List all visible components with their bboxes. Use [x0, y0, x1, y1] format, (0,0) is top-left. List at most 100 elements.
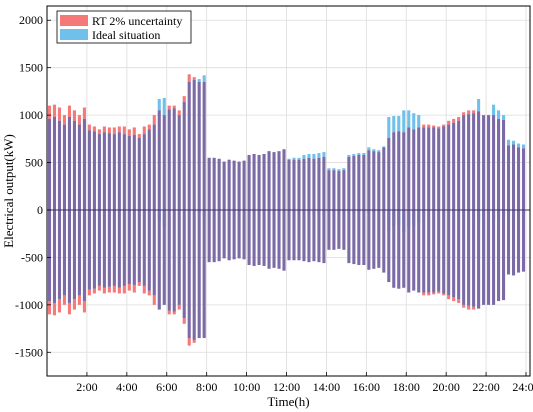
- bar-rt-uncertainty-pos: [147, 124, 151, 130]
- plot-frame: [46, 5, 531, 377]
- y-tick-label: -1500: [15, 345, 43, 359]
- bar-rt-uncertainty-neg: [167, 310, 171, 315]
- bar-ideal-situation-pos: [347, 154, 351, 157]
- y-tick-label: 1000: [19, 108, 43, 122]
- x-tick-label: 16:00: [353, 380, 380, 394]
- bar-ideal-situation-pos: [322, 152, 326, 157]
- bar-rt-uncertainty-pos: [72, 110, 76, 121]
- bar-rt-uncertainty-pos: [77, 115, 81, 125]
- bar-rt-uncertainty-neg: [172, 311, 176, 315]
- bar-rt-uncertainty-neg: [137, 282, 141, 286]
- bar-rt-uncertainty-neg: [192, 339, 196, 343]
- bar-rt-uncertainty-pos: [57, 107, 62, 121]
- y-tick-label: 2000: [19, 13, 43, 27]
- bar-rt-uncertainty-neg: [57, 299, 62, 313]
- bar-rt-uncertainty-pos: [102, 126, 106, 133]
- bar-rt-uncertainty-neg: [142, 285, 146, 294]
- y-tick-labels: 2000 1500 1000 500 0 -500 -1000 -1500: [15, 13, 43, 359]
- y-axis-title: Electrical output(kW): [1, 134, 16, 248]
- bar-rt-uncertainty-pos: [442, 124, 446, 127]
- bar-rt-uncertainty-pos: [137, 134, 141, 138]
- bar-ideal-situation-pos: [377, 150, 381, 153]
- bar-ideal-situation-pos: [382, 146, 386, 148]
- legend-swatch-ideal-situation: [60, 29, 88, 40]
- bar-ideal-situation-pos: [372, 149, 376, 152]
- bar-ideal-situation-pos: [516, 143, 521, 148]
- bar-rt-uncertainty-neg: [112, 285, 116, 293]
- bar-rt-uncertainty-neg: [432, 292, 436, 295]
- bar-ideal-situation-pos: [402, 110, 406, 133]
- bar-rt-uncertainty-pos: [192, 77, 196, 80]
- bar-ideal-situation-pos: [162, 98, 166, 116]
- bar-rt-uncertainty-neg: [87, 289, 91, 296]
- bar-rt-uncertainty-neg: [467, 305, 471, 310]
- bar-rt-uncertainty-neg: [67, 302, 72, 315]
- bar-rt-uncertainty-neg: [462, 304, 466, 308]
- bar-ideal-situation-pos: [202, 75, 206, 82]
- bar-rt-uncertainty-pos: [152, 115, 156, 125]
- bar-rt-uncertainty-neg: [177, 304, 181, 310]
- legend: RT 2% uncertainty Ideal situation: [56, 10, 192, 44]
- bar-rt-uncertainty-pos: [437, 126, 441, 129]
- bar-ideal-situation-pos: [521, 144, 526, 149]
- x-tick-labels: 2:00 4:00 6:00 8:00 10:00 12:00 14:00 16:00 18:0…: [76, 380, 533, 394]
- bar-ideal-situation-pos: [317, 153, 321, 158]
- bar-ideal-situation-pos: [497, 110, 501, 119]
- bar-rt-uncertainty-pos: [122, 126, 126, 135]
- bar-rt-uncertainty-neg: [422, 292, 426, 296]
- bar-rt-uncertainty-pos: [447, 120, 451, 125]
- bar-rt-uncertainty-pos: [172, 105, 176, 109]
- y-tick-label: -1000: [15, 298, 43, 312]
- bar-ideal-situation-pos: [292, 157, 296, 160]
- bar-rt-uncertainty-pos: [472, 110, 476, 114]
- bar-rt-uncertainty-neg: [107, 286, 111, 293]
- x-tick-label: 8:00: [196, 380, 217, 394]
- x-tick-label: 22:00: [472, 380, 499, 394]
- bar-rt-uncertainty-pos: [47, 105, 52, 119]
- bar-rt-uncertainty-neg: [427, 292, 431, 296]
- bar-rt-uncertainty-pos: [452, 118, 456, 123]
- bar-rt-uncertainty-neg: [152, 295, 156, 305]
- bar-ideal-situation-pos: [312, 154, 316, 159]
- bar-rt-uncertainty-neg: [102, 287, 106, 294]
- x-tick-label: 18:00: [393, 380, 420, 394]
- bar-ideal-situation-pos: [157, 98, 161, 111]
- y-tick-label: 0: [37, 203, 43, 217]
- bar-rt-uncertainty-pos: [132, 127, 136, 136]
- bar-rt-uncertainty-neg: [447, 295, 451, 300]
- bar-rt-uncertainty-neg: [452, 297, 456, 302]
- bar-ideal-situation-pos: [417, 115, 421, 128]
- x-tick-label: 10:00: [233, 380, 260, 394]
- bar-rt-uncertainty-pos: [127, 129, 131, 136]
- y-tick-label: 500: [25, 156, 43, 170]
- bar-ideal-situation-pos: [332, 168, 336, 171]
- bar-rt-uncertainty-neg: [127, 283, 131, 291]
- bar-rt-uncertainty-pos: [112, 127, 116, 135]
- bar-rt-uncertainty-pos: [167, 105, 171, 110]
- bar-rt-uncertainty-pos: [457, 117, 461, 121]
- x-tick-label: 20:00: [433, 380, 460, 394]
- bar-ideal-situation-pos: [407, 110, 411, 128]
- bar-ideal-situation-pos: [502, 115, 506, 120]
- x-tick-label: 24:00: [512, 380, 533, 394]
- bar-rt-uncertainty-pos: [432, 125, 436, 128]
- bar-ideal-situation-pos: [342, 168, 346, 171]
- bar-rt-uncertainty-neg: [132, 284, 136, 293]
- bar-rt-uncertainty-pos: [87, 124, 91, 131]
- bar-rt-uncertainty-pos: [467, 110, 471, 115]
- bar-rt-uncertainty-pos: [52, 104, 57, 117]
- bar-rt-uncertainty-neg: [182, 318, 186, 324]
- bar-rt-uncertainty-pos: [462, 112, 466, 116]
- x-tick-label: 2:00: [76, 380, 97, 394]
- x-tick-label: 14:00: [313, 380, 340, 394]
- bar-rt-uncertainty-pos: [187, 74, 191, 82]
- bar-rt-uncertainty-pos: [62, 115, 67, 125]
- x-tick-label: 4:00: [116, 380, 137, 394]
- bar-rt-uncertainty-pos: [142, 126, 146, 135]
- bar-ideal-situation-pos: [506, 139, 511, 146]
- bar-rt-uncertainty-neg: [97, 285, 101, 291]
- bar-rt-uncertainty-pos: [107, 127, 111, 134]
- bar-rt-uncertainty-neg: [52, 302, 57, 316]
- bar-ideal-situation-pos: [511, 140, 516, 145]
